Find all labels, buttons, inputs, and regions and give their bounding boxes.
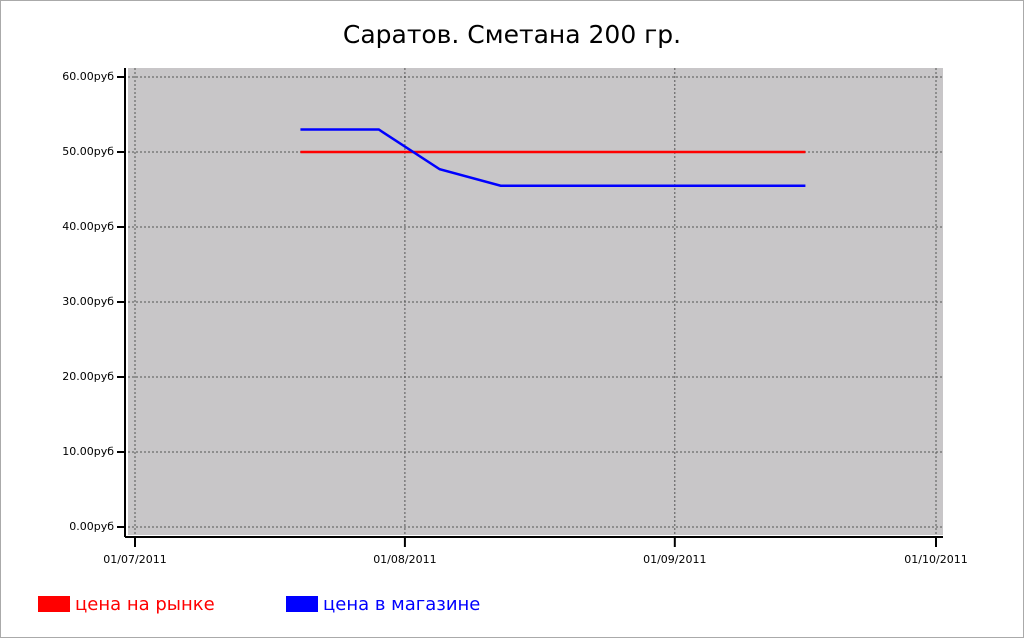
x-tick-label: 01/09/2011 bbox=[643, 553, 706, 566]
y-tick-label: 20.00руб bbox=[62, 370, 114, 383]
y-tick-label: 30.00руб bbox=[62, 295, 114, 308]
y-tick-label: 0.00руб bbox=[69, 520, 114, 533]
x-tick-label: 01/08/2011 bbox=[373, 553, 436, 566]
plot-area bbox=[128, 68, 943, 535]
legend-swatch bbox=[38, 596, 70, 612]
y-tick-label: 40.00руб bbox=[62, 220, 114, 233]
legend-label: цена в магазине bbox=[323, 594, 480, 615]
chart-title: Саратов. Сметана 200 гр. bbox=[343, 20, 681, 49]
series-line bbox=[300, 128, 806, 187]
legend-swatch bbox=[286, 596, 318, 612]
legend-label: цена на рынке bbox=[75, 594, 215, 615]
y-tick-label: 60.00руб bbox=[62, 70, 114, 83]
y-tick-label: 10.00руб bbox=[62, 445, 114, 458]
x-tick-label: 01/07/2011 bbox=[103, 553, 166, 566]
y-tick-label: 50.00руб bbox=[62, 145, 114, 158]
x-tick-label: 01/10/2011 bbox=[904, 553, 967, 566]
